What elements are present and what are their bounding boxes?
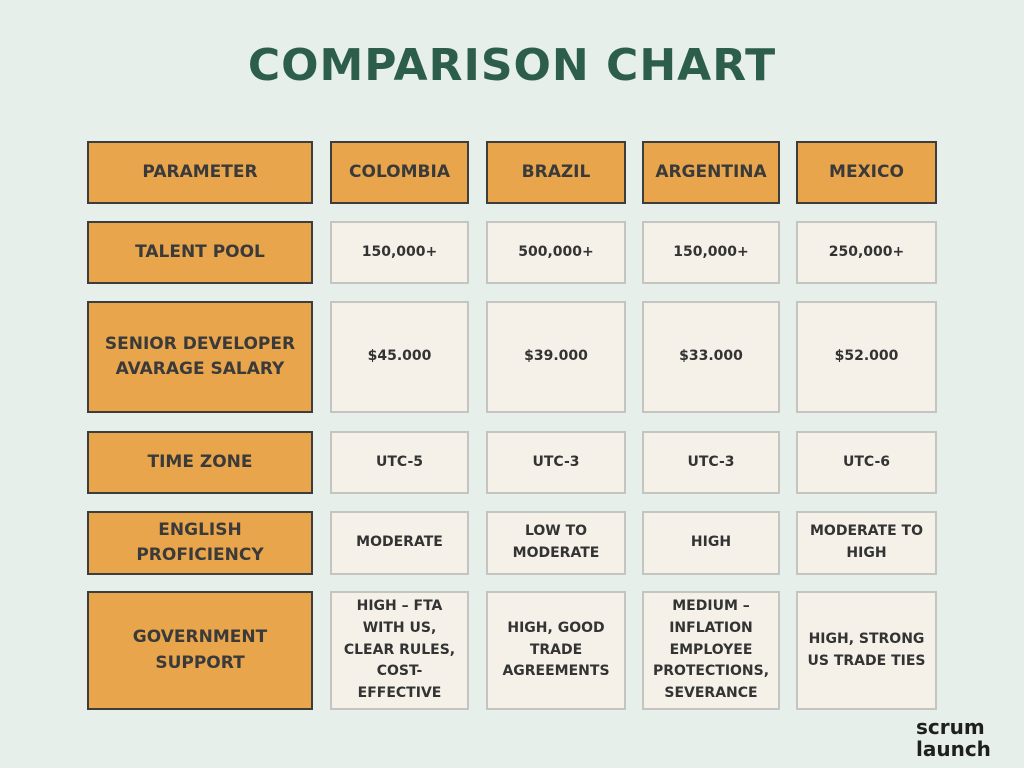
data-cell: HIGH, GOOD TRADE AGREEMENTS [486, 591, 626, 710]
data-cell: UTC-6 [796, 431, 937, 494]
data-cell: $33.000 [642, 301, 780, 413]
header-cell: BRAZIL [486, 141, 626, 204]
row-label: GOVERNMENT SUPPORT [87, 591, 313, 710]
data-cell: LOW TO MODERATE [486, 511, 626, 575]
data-cell: 150,000+ [642, 221, 780, 284]
header-cell: PARAMETER [87, 141, 313, 204]
row-label: TALENT POOL [87, 221, 313, 284]
data-cell: $45.000 [330, 301, 469, 413]
logo-line: scrum [916, 715, 985, 739]
row-label: SENIOR DEVELOPER AVARAGE SALARY [87, 301, 313, 413]
data-cell: $39.000 [486, 301, 626, 413]
data-cell: 150,000+ [330, 221, 469, 284]
data-cell: 500,000+ [486, 221, 626, 284]
data-cell: UTC-5 [330, 431, 469, 494]
logo-line: launch [916, 737, 991, 761]
logo: scrum launch [916, 716, 991, 760]
header-cell: COLOMBIA [330, 141, 469, 204]
header-cell: MEXICO [796, 141, 937, 204]
title: COMPARISON CHART [247, 40, 777, 91]
data-cell: MODERATE [330, 511, 469, 575]
data-cell: HIGH, STRONG US TRADE TIES [796, 591, 937, 710]
row-label: ENGLISH PROFICIENCY [87, 511, 313, 575]
data-cell: HIGH – FTA WITH US, CLEAR RULES, COST-EF… [330, 591, 469, 710]
data-cell: MODERATE TO HIGH [796, 511, 937, 575]
data-cell: $52.000 [796, 301, 937, 413]
row-label: TIME ZONE [87, 431, 313, 494]
data-cell: UTC-3 [486, 431, 626, 494]
data-cell: MEDIUM – INFLATION EMPLOYEE PROTECTIONS,… [642, 591, 780, 710]
data-cell: HIGH [642, 511, 780, 575]
data-cell: UTC-3 [642, 431, 780, 494]
header-cell: ARGENTINA [642, 141, 780, 204]
data-cell: 250,000+ [796, 221, 937, 284]
